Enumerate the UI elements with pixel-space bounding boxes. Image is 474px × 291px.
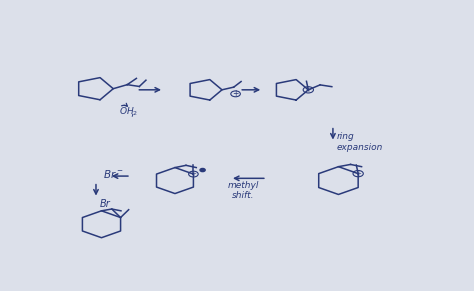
Text: methyl
shift.: methyl shift. <box>227 181 259 200</box>
Text: +: + <box>232 89 239 98</box>
FancyArrowPatch shape <box>122 103 128 106</box>
Text: Br: Br <box>100 198 110 209</box>
Text: $\mathit{OH_2}$: $\mathit{OH_2}$ <box>119 106 138 118</box>
Text: $Br^-$: $Br^-$ <box>103 168 124 180</box>
Text: +: + <box>305 87 311 93</box>
Text: +: + <box>355 171 361 177</box>
Text: +: + <box>191 171 196 177</box>
Text: ,: , <box>130 107 133 118</box>
Circle shape <box>200 168 205 172</box>
Text: ring
expansion: ring expansion <box>337 132 383 152</box>
